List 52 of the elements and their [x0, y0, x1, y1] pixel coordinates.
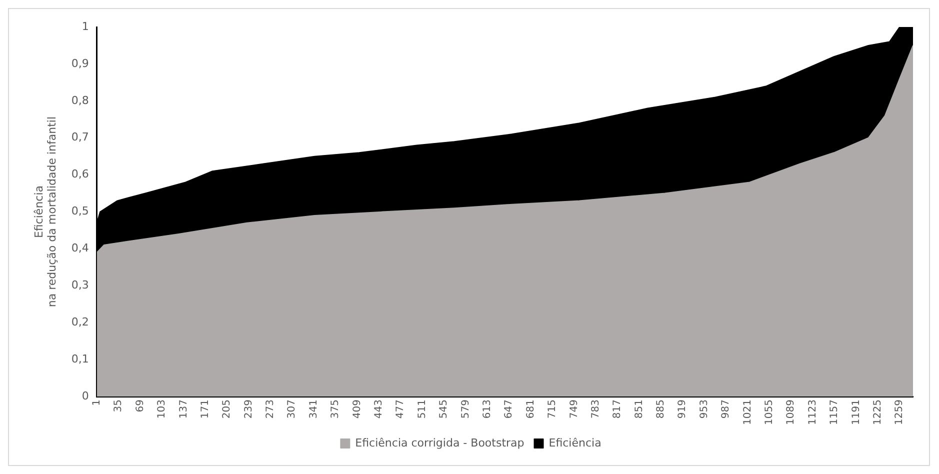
x-tick-label: 1157 — [829, 400, 840, 426]
x-tick-label: 1055 — [764, 400, 776, 426]
y-tick-label: 0,9 — [71, 56, 89, 70]
x-tick-label: 1191 — [850, 400, 862, 426]
x-tick-label: 477 — [395, 400, 406, 419]
x-tick-label: 341 — [308, 400, 320, 419]
x-tick-label: 273 — [265, 400, 276, 419]
x-tick-label: 205 — [222, 400, 233, 419]
y-tick-label: 0,1 — [71, 352, 89, 366]
x-tick-label: 1 — [91, 400, 102, 406]
x-tick-label: 35 — [113, 400, 124, 412]
x-tick-label: 647 — [504, 400, 515, 419]
x-tick-label: 749 — [568, 400, 580, 419]
legend-label: Eficiência — [548, 436, 602, 450]
x-tick-label: 375 — [330, 400, 342, 419]
y-tick-label: 0,5 — [71, 204, 89, 218]
y-tick-label: 0,7 — [71, 130, 89, 144]
x-tick-label: 511 — [416, 400, 428, 419]
x-tick-label: 171 — [200, 400, 211, 419]
y-tick-label: 0,2 — [71, 316, 89, 328]
x-tick-label: 953 — [698, 400, 710, 419]
x-tick-label: 545 — [438, 400, 450, 419]
y-tick-label: 0,6 — [71, 168, 89, 181]
x-tick-label: 1225 — [872, 400, 884, 426]
x-tick-label: 919 — [677, 400, 688, 419]
x-tick-label: 307 — [286, 400, 298, 419]
x-tick-label: 885 — [656, 400, 667, 419]
x-tick-label: 987 — [720, 400, 732, 419]
x-tick-label: 613 — [482, 400, 493, 419]
x-tick-label: 715 — [547, 400, 558, 419]
y-tick-label: 1 — [82, 20, 89, 33]
y-axis-title: Eficiência na redução da mortalidade infantil — [32, 116, 59, 308]
y-tick-label: 0,3 — [71, 278, 89, 292]
x-tick-label: 69 — [134, 400, 146, 412]
x-tick-label: 239 — [243, 400, 254, 419]
x-tick-label: 851 — [634, 400, 645, 419]
x-tick-label: 409 — [352, 400, 363, 419]
x-tick-label: 681 — [525, 400, 536, 419]
x-tick-label: 817 — [612, 400, 624, 419]
x-tick-label: 1021 — [742, 400, 754, 426]
x-tick-label: 1259 — [894, 400, 906, 426]
y-tick-label: 0,4 — [71, 242, 89, 255]
x-tick-label: 579 — [460, 400, 472, 419]
x-tick-label: 1123 — [807, 400, 818, 426]
x-tick-label: 137 — [178, 400, 190, 419]
y-tick-label: 0,8 — [71, 94, 89, 107]
legend-label: Eficiência corrigida - Bootstrap — [355, 436, 524, 450]
x-tick-label: 443 — [374, 400, 385, 419]
x-tick-label: 1089 — [786, 400, 797, 426]
x-tick-label: 783 — [590, 400, 602, 419]
x-tick-label: 103 — [156, 400, 168, 419]
y-tick-label: 0 — [82, 389, 89, 402]
